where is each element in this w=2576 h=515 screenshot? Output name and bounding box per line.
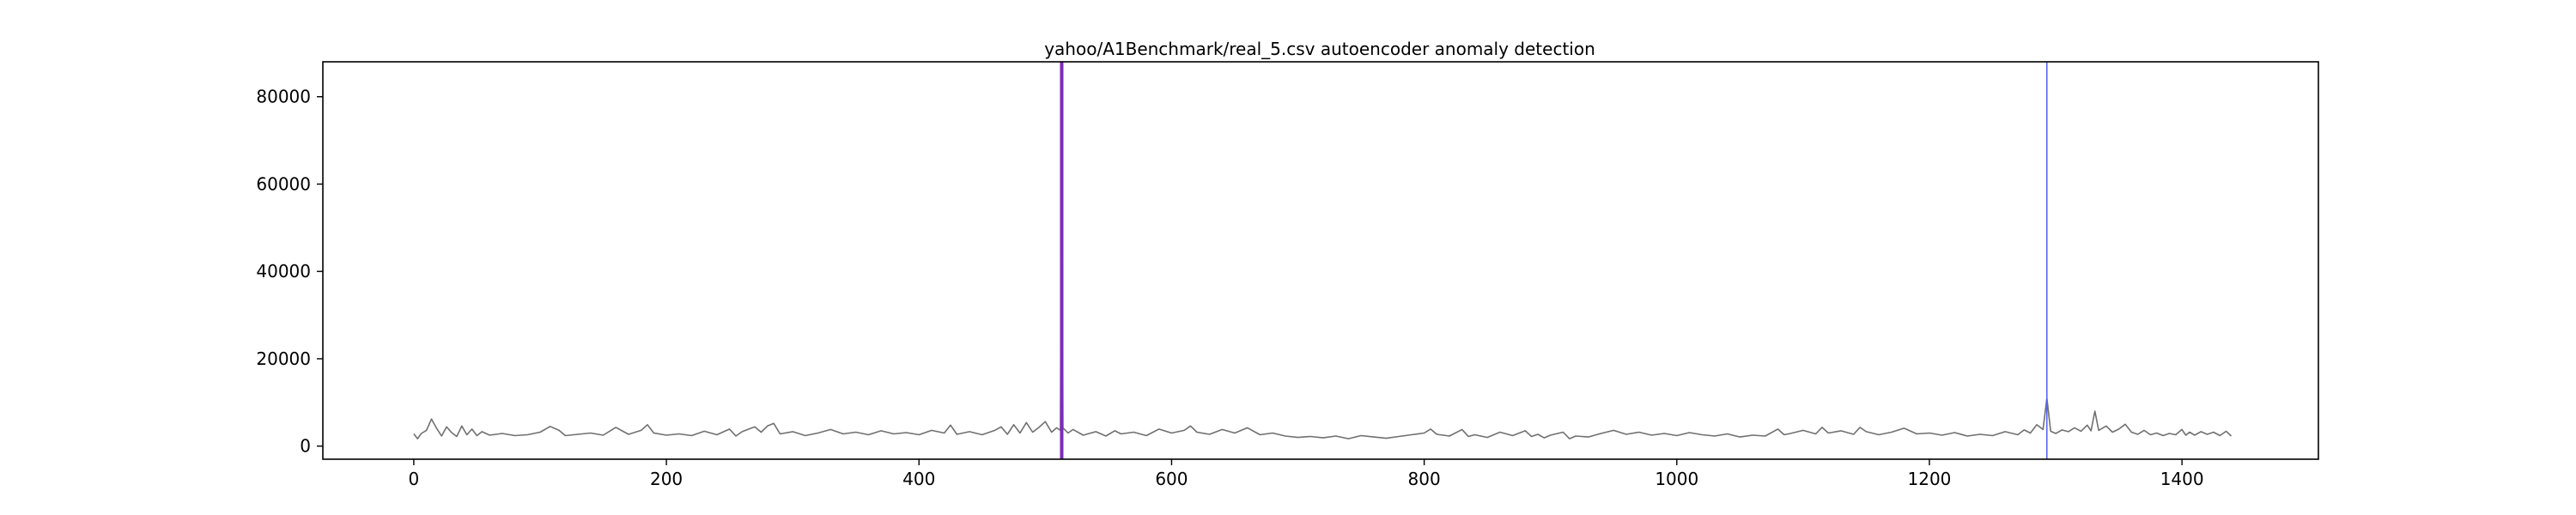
plot-frame xyxy=(322,61,2319,460)
x-tick-label: 1200 xyxy=(1908,469,1952,489)
x-tick-label: 1000 xyxy=(1655,469,1698,489)
y-tick-label: 0 xyxy=(300,436,311,457)
y-tick-label: 60000 xyxy=(256,173,311,194)
y-tick-label: 20000 xyxy=(256,348,311,369)
plot-area xyxy=(413,62,2233,459)
x-tick-label: 1400 xyxy=(2160,469,2204,489)
series-line-0 xyxy=(413,62,2233,439)
y-tick-label: 80000 xyxy=(256,87,311,107)
x-tick-label: 200 xyxy=(650,469,683,489)
x-tick-label: 600 xyxy=(1155,469,1188,489)
axes: 0 200 400 600 800 1000 1200 1400 0 20000 40000 6000… xyxy=(256,61,2319,489)
plot-content xyxy=(413,62,2233,459)
x-tick-label: 400 xyxy=(902,469,935,489)
y-tick-label: 40000 xyxy=(256,261,311,282)
x-tick-label: 800 xyxy=(1408,469,1441,489)
chart-title: yahoo/A1Benchmark/real_5.csv autoencoder… xyxy=(1044,39,1595,59)
x-tick-label: 0 xyxy=(409,469,420,489)
